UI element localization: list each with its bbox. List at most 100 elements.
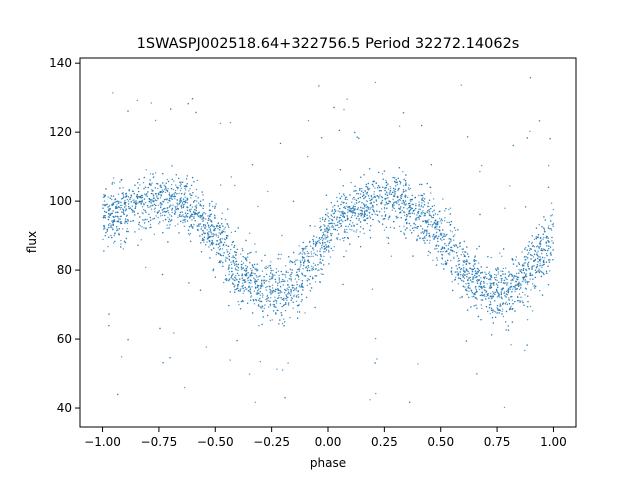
- data-point: [333, 216, 335, 219]
- data-point: [245, 257, 247, 259]
- data-point: [504, 282, 506, 284]
- data-point: [276, 284, 279, 287]
- data-point: [152, 194, 155, 197]
- data-point: [476, 267, 479, 270]
- data-point: [342, 283, 344, 286]
- data-point: [524, 279, 527, 281]
- data-point: [217, 243, 220, 246]
- data-point: [434, 248, 436, 250]
- data-point: [424, 212, 426, 215]
- data-point: [120, 198, 123, 200]
- data-point: [414, 219, 417, 221]
- data-point: [190, 184, 193, 187]
- data-point: [178, 177, 180, 180]
- data-point: [435, 228, 437, 230]
- data-point: [197, 215, 200, 217]
- data-point: [466, 290, 468, 292]
- data-point: [282, 284, 284, 286]
- data-point: [354, 131, 356, 134]
- data-point: [383, 218, 385, 220]
- data-point: [502, 287, 504, 289]
- data-point: [305, 246, 307, 248]
- data-point: [321, 268, 323, 271]
- data-point: [321, 237, 323, 239]
- data-point: [390, 255, 393, 257]
- data-point: [366, 186, 369, 188]
- data-point: [368, 215, 371, 217]
- data-point: [202, 205, 205, 207]
- data-point: [126, 230, 128, 233]
- data-point: [538, 271, 541, 274]
- data-point: [279, 286, 282, 288]
- data-point: [206, 241, 208, 243]
- data-point: [462, 276, 465, 278]
- data-point: [162, 182, 164, 184]
- data-point: [349, 223, 351, 225]
- data-point: [368, 212, 371, 214]
- data-point: [256, 286, 259, 288]
- data-point: [277, 282, 279, 284]
- data-point: [523, 263, 525, 265]
- data-point: [208, 226, 210, 229]
- data-point: [402, 191, 405, 193]
- data-point: [415, 227, 417, 229]
- data-point: [179, 211, 182, 214]
- data-point: [366, 200, 369, 203]
- data-point: [410, 208, 412, 210]
- data-point: [202, 194, 204, 196]
- data-point: [235, 263, 238, 265]
- data-point: [358, 218, 360, 220]
- data-point: [441, 253, 443, 256]
- data-point: [116, 204, 118, 206]
- data-point: [306, 284, 308, 287]
- data-point: [448, 238, 450, 240]
- data-point: [374, 362, 376, 364]
- data-point: [235, 258, 237, 260]
- data-point: [529, 130, 531, 133]
- data-point: [490, 276, 493, 278]
- data-point: [340, 223, 342, 225]
- data-point: [449, 241, 451, 243]
- data-point: [519, 300, 521, 302]
- data-point: [251, 164, 254, 166]
- data-point: [432, 259, 434, 261]
- data-point: [476, 280, 478, 283]
- data-point: [472, 278, 474, 280]
- data-point: [210, 220, 213, 222]
- data-point: [359, 193, 362, 195]
- data-point: [312, 266, 314, 268]
- data-point: [414, 224, 417, 226]
- data-point: [406, 196, 409, 199]
- data-point: [496, 296, 498, 298]
- data-point: [521, 251, 523, 253]
- data-point: [375, 199, 377, 201]
- data-point: [549, 270, 551, 272]
- data-point: [234, 251, 236, 253]
- data-point: [369, 199, 371, 202]
- data-point: [537, 270, 539, 272]
- data-point: [322, 233, 325, 236]
- data-point: [419, 215, 422, 217]
- data-point: [227, 235, 229, 237]
- data-point: [354, 203, 356, 205]
- data-point: [184, 192, 186, 194]
- data-point: [162, 232, 164, 234]
- data-point: [438, 221, 440, 223]
- data-point: [294, 278, 296, 280]
- data-point: [226, 223, 228, 225]
- data-point: [112, 224, 115, 227]
- data-point: [345, 250, 347, 252]
- data-point: [253, 290, 256, 292]
- data-point: [289, 278, 291, 280]
- data-point: [245, 268, 247, 270]
- data-point: [214, 207, 216, 209]
- data-point: [370, 199, 373, 201]
- data-point: [333, 204, 336, 207]
- data-point: [389, 191, 391, 193]
- data-point: [143, 176, 145, 179]
- data-point: [387, 242, 390, 245]
- data-point: [452, 235, 455, 237]
- data-point: [481, 294, 483, 297]
- data-point: [259, 300, 261, 303]
